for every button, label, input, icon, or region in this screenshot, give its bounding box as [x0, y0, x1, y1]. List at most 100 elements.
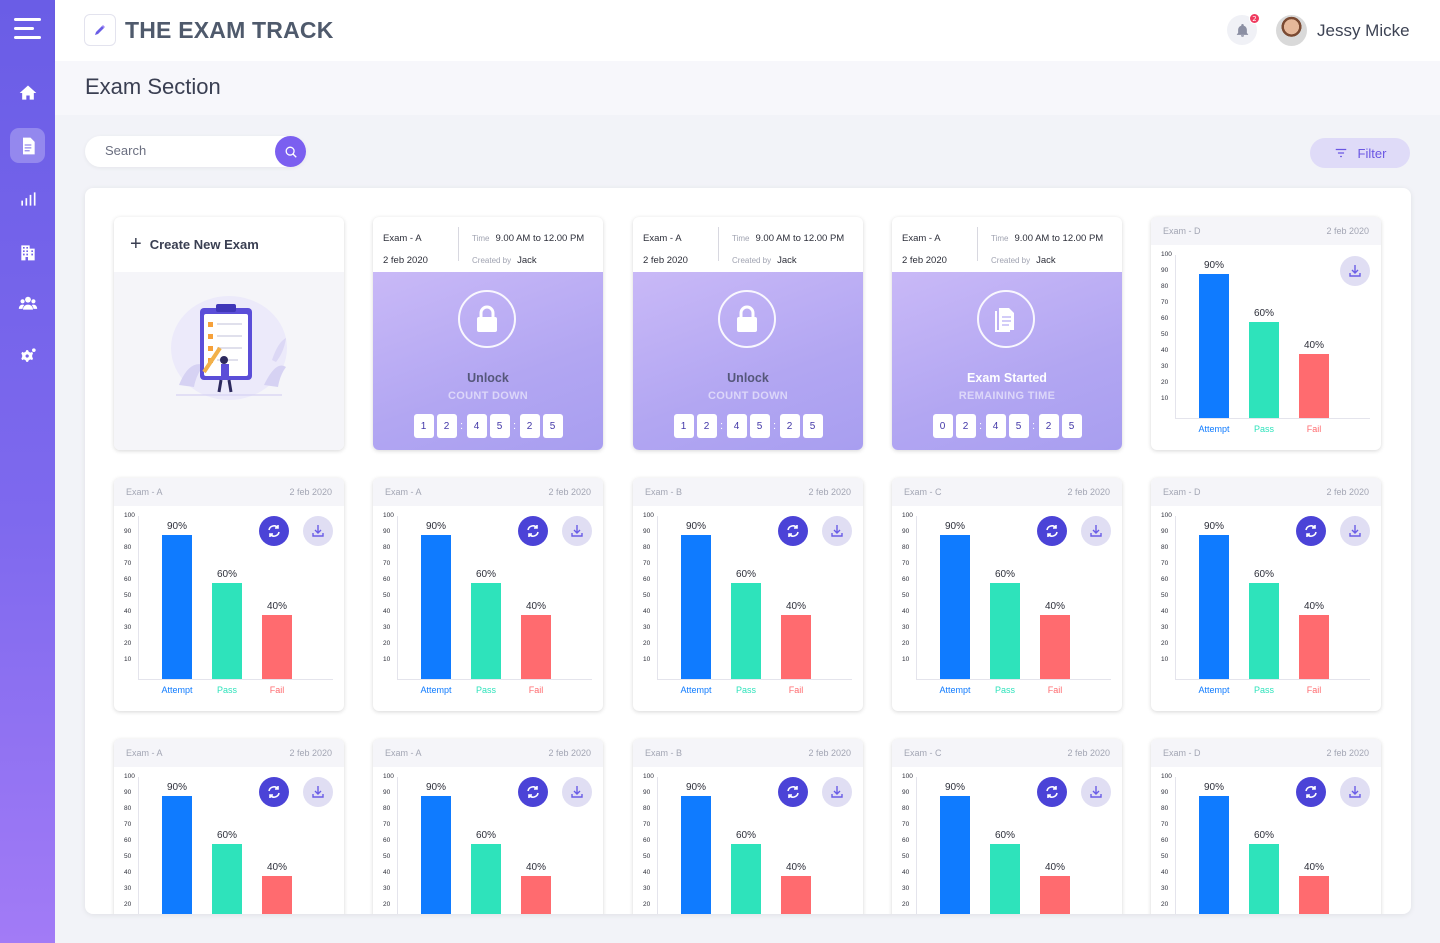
download-icon[interactable] — [1081, 777, 1111, 807]
home-icon[interactable] — [10, 75, 45, 110]
exam-date: 2 feb 2020 — [548, 748, 591, 758]
exam-card-header: Exam - A 2 feb 2020 Time 9.00 AM to 12.00 … — [892, 217, 1122, 272]
bar-attempt — [681, 796, 711, 914]
exam-card-body: Unlock COUNT DOWN 1 2 : 4 5 : 2 5 — [373, 272, 603, 450]
download-icon[interactable] — [1081, 516, 1111, 546]
document-icon[interactable] — [10, 128, 45, 163]
download-icon[interactable] — [822, 777, 852, 807]
timer-separator: : — [772, 420, 777, 432]
timer-digit: 2 — [955, 414, 976, 438]
exam-card[interactable]: Exam - A 2 feb 2020 Time 9.00 AM to 12.00 … — [892, 217, 1122, 450]
bar-fail — [1299, 615, 1329, 679]
created-by-label: Created by — [732, 256, 772, 265]
building-icon[interactable] — [10, 234, 45, 269]
filter-button[interactable]: Filter — [1310, 138, 1410, 168]
menu-icon[interactable] — [14, 18, 42, 44]
analytics-icon[interactable] — [10, 181, 45, 216]
bar-fail — [781, 876, 811, 914]
y-tick-label: 30 — [643, 624, 651, 631]
y-tick-label: 40 — [643, 869, 651, 876]
exam-card[interactable]: Exam - A 2 feb 2020 Time 9.00 AM to 12.00 … — [373, 217, 603, 450]
sync-icon[interactable] — [1037, 777, 1067, 807]
chart-card-header: Exam - B 2 feb 2020 — [633, 478, 863, 506]
chart-card-header: Exam - D 2 feb 2020 — [1151, 478, 1381, 506]
y-tick-label: 30 — [643, 885, 651, 892]
x-category-label: Attempt — [680, 685, 712, 695]
download-icon[interactable] — [1340, 256, 1370, 286]
document-icon[interactable] — [977, 290, 1035, 348]
bar-chart: 10090807060504030201090%Attempt60%Pass40… — [114, 767, 344, 914]
y-tick-label: 30 — [383, 624, 391, 631]
lock-icon[interactable] — [458, 290, 516, 348]
bar-value-label: 90% — [685, 521, 706, 532]
time-label: Time — [991, 234, 1009, 243]
exam-name: Exam - A — [643, 233, 682, 244]
timer-digit: 1 — [673, 414, 694, 438]
sync-icon[interactable] — [259, 516, 289, 546]
create-exam-card[interactable]: + Create New Exam — [114, 217, 344, 450]
download-icon[interactable] — [1340, 777, 1370, 807]
create-exam-header[interactable]: + Create New Exam — [114, 217, 344, 272]
y-tick-label: 60 — [643, 576, 651, 583]
notification-count-badge: 2 — [1249, 13, 1260, 24]
y-axis-line — [397, 777, 398, 914]
exam-name: Exam - A — [126, 487, 163, 497]
download-icon[interactable] — [562, 516, 592, 546]
y-tick-label: 20 — [1161, 901, 1169, 908]
y-tick-label: 70 — [1161, 821, 1169, 828]
download-icon[interactable] — [822, 516, 852, 546]
settings-icon[interactable] — [10, 338, 45, 373]
y-tick-label: 90 — [383, 528, 391, 535]
y-tick-label: 100 — [902, 512, 913, 519]
download-icon[interactable] — [1340, 516, 1370, 546]
chart-card-header: Exam - A 2 feb 2020 — [114, 478, 344, 506]
sync-icon[interactable] — [778, 516, 808, 546]
timer-digit: 2 — [436, 414, 457, 438]
exam-name: Exam - D — [1163, 487, 1201, 497]
exam-result-chart-card[interactable]: Exam - A2 feb 20201009080706050403020109… — [373, 739, 603, 914]
bar-attempt — [1199, 796, 1229, 914]
exam-result-chart-card[interactable]: Exam - A2 feb 20201009080706050403020109… — [114, 739, 344, 914]
y-tick-label: 60 — [1161, 837, 1169, 844]
user-avatar[interactable] — [1276, 15, 1307, 46]
bar-pass — [212, 844, 242, 914]
sync-icon[interactable] — [259, 777, 289, 807]
search-button[interactable] — [275, 136, 306, 167]
bar-chart: 10090807060504030201090%Attempt60%Pass40… — [373, 767, 603, 914]
notification-bell-icon[interactable]: 2 — [1227, 13, 1260, 45]
x-category-label: Pass — [1253, 424, 1274, 434]
exam-name: Exam - C — [904, 487, 942, 497]
search-input[interactable] — [105, 143, 275, 158]
users-icon[interactable] — [10, 285, 45, 320]
bar-fail — [781, 615, 811, 679]
sync-icon[interactable] — [518, 516, 548, 546]
exam-card[interactable]: Exam - A 2 feb 2020 Time 9.00 AM to 12.00 … — [633, 217, 863, 450]
sync-icon[interactable] — [518, 777, 548, 807]
exam-result-chart-card[interactable]: Exam - C2 feb 20201009080706050403020109… — [892, 739, 1122, 914]
y-tick-label: 10 — [383, 656, 391, 663]
lock-icon[interactable] — [718, 290, 776, 348]
sync-icon[interactable] — [1037, 516, 1067, 546]
download-icon[interactable] — [562, 777, 592, 807]
download-icon[interactable] — [303, 516, 333, 546]
y-tick-label: 60 — [124, 837, 132, 844]
bar-pass — [1249, 844, 1279, 914]
y-tick-label: 50 — [124, 853, 132, 860]
bar-value-label: 40% — [1044, 862, 1065, 873]
chart-card-header: Exam - C 2 feb 2020 — [892, 739, 1122, 767]
sync-icon[interactable] — [1296, 516, 1326, 546]
exam-result-chart-card[interactable]: Exam - B2 feb 20201009080706050403020109… — [633, 739, 863, 914]
sync-icon[interactable] — [1296, 777, 1326, 807]
user-name[interactable]: Jessy Micke — [1317, 21, 1410, 40]
bar-value-label: 40% — [525, 862, 546, 873]
download-icon[interactable] — [303, 777, 333, 807]
exam-result-chart-card[interactable]: Exam - D2 feb 20201009080706050403020109… — [1151, 739, 1381, 914]
sync-icon[interactable] — [778, 777, 808, 807]
exam-status: Exam Started — [967, 371, 1047, 385]
